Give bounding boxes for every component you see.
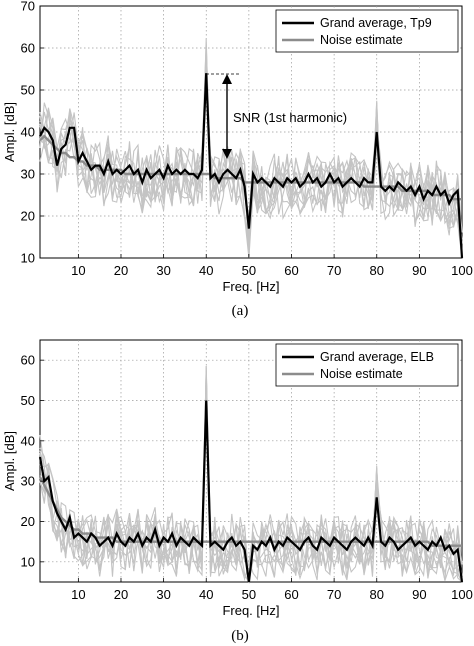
legend-b: Grand average, ELB Noise estimate	[275, 343, 459, 387]
panel-label-b: (b)	[231, 628, 249, 644]
y-axis-label-a: Ampl. [dB]	[2, 102, 17, 162]
noise-estimate-line-b	[38, 476, 462, 547]
x-tick-label: 70	[327, 587, 341, 602]
individual-trace	[39, 76, 463, 233]
ticks-b: 10 20 30 40 50 60 70 80 90 100 10 20 30 40 50 60	[21, 353, 473, 602]
y-tick-label: 10	[21, 554, 35, 569]
individual-trace	[39, 378, 463, 583]
snr-annotation: SNR (1st harmonic)	[206, 73, 347, 159]
ticks-a: 10 20 30 40 50 60 70 80 90 100 10 20 30 40 50 60 70	[21, 0, 473, 278]
y-tick-label: 20	[21, 209, 35, 224]
x-tick-label: 80	[370, 263, 384, 278]
x-tick-label: 20	[114, 263, 128, 278]
y-tick-label: 10	[21, 251, 35, 266]
individual-trace	[39, 38, 463, 259]
legend-a: Grand average, Tp9 Noise estimate	[275, 9, 459, 53]
grand-average-line-a	[39, 73, 464, 259]
y-tick-label: 60	[21, 41, 35, 56]
x-tick-label: 60	[284, 263, 298, 278]
legend-box-a	[275, 9, 459, 53]
y-tick-label: 50	[21, 393, 35, 408]
x-axis-label-b: Freq. [Hz]	[222, 603, 279, 618]
y-tick-label: 60	[21, 353, 35, 368]
x-axis-label-a: Freq. [Hz]	[222, 279, 279, 294]
panel-a: 10 20 30 40 50 60 70 80 90 100 10 20 30 40 50 60 70 SNR …	[2, 0, 473, 319]
y-axis-label-b: Ampl. [dB]	[2, 431, 17, 491]
panel-label-a: (a)	[232, 303, 249, 319]
y-tick-label: 70	[21, 0, 35, 14]
y-tick-label: 50	[21, 83, 35, 98]
y-tick-label: 40	[21, 433, 35, 448]
grand-average-line-b	[38, 400, 464, 583]
y-tick-label: 30	[21, 474, 35, 489]
snr-label: SNR (1st harmonic)	[233, 110, 347, 125]
x-tick-label: 10	[71, 263, 85, 278]
x-tick-label: 90	[412, 263, 426, 278]
x-tick-label: 50	[242, 263, 256, 278]
x-tick-label: 10	[71, 587, 85, 602]
x-tick-label: 60	[284, 587, 298, 602]
y-tick-label: 30	[21, 167, 35, 182]
x-tick-label: 80	[370, 587, 384, 602]
x-tick-label: 70	[327, 263, 341, 278]
legend-label-grand-a: Grand average, Tp9	[320, 16, 432, 30]
x-tick-label: 20	[114, 587, 128, 602]
legend-box-b	[275, 343, 459, 387]
x-tick-label: 30	[156, 263, 170, 278]
panel-b: 10 20 30 40 50 60 70 80 90 100 10 20 30 40 50 60 Grand …	[2, 339, 473, 644]
legend-label-noise-a: Noise estimate	[320, 33, 403, 47]
snr-arrow-head-up	[222, 74, 232, 84]
x-tick-label: 100	[451, 263, 473, 278]
legend-label-grand-b: Grand average, ELB	[320, 350, 434, 364]
x-tick-label: 100	[451, 587, 473, 602]
x-tick-label: 50	[242, 587, 256, 602]
x-tick-label: 90	[412, 587, 426, 602]
y-tick-label: 20	[21, 514, 35, 529]
x-tick-label: 40	[199, 587, 213, 602]
x-tick-label: 40	[199, 263, 213, 278]
legend-label-noise-b: Noise estimate	[320, 367, 403, 381]
snr-arrow-head-down	[222, 149, 232, 159]
y-tick-label: 40	[21, 125, 35, 140]
x-tick-label: 30	[156, 587, 170, 602]
